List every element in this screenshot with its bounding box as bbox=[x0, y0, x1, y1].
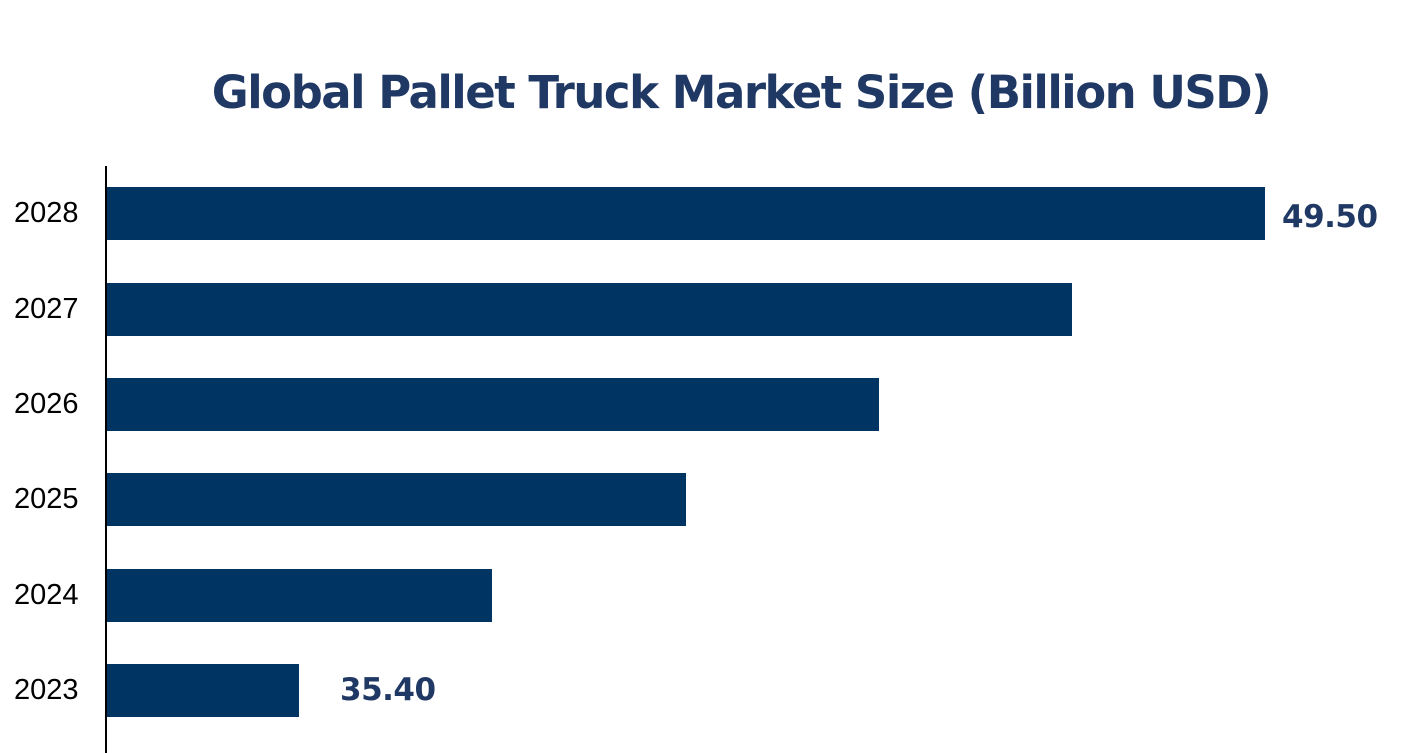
category-label-2023: 2023 bbox=[14, 674, 79, 706]
y-axis-line bbox=[105, 166, 107, 753]
category-label-2028: 2028 bbox=[14, 197, 79, 229]
bar-2027 bbox=[107, 283, 1072, 336]
bar-2024 bbox=[107, 569, 492, 622]
bar-2025 bbox=[107, 473, 686, 526]
bar-2028 bbox=[107, 187, 1265, 240]
bar-2026 bbox=[107, 378, 879, 431]
category-label-2025: 2025 bbox=[14, 483, 79, 515]
category-label-2027: 2027 bbox=[14, 293, 79, 325]
value-label-2023: 35.40 bbox=[340, 672, 436, 708]
chart-title: Global Pallet Truck Market Size (Billion… bbox=[211, 66, 1272, 119]
bar-2023 bbox=[107, 664, 299, 717]
category-label-2024: 2024 bbox=[14, 579, 79, 611]
category-label-2026: 2026 bbox=[14, 388, 79, 420]
value-label-2028: 49.50 bbox=[1282, 199, 1378, 235]
